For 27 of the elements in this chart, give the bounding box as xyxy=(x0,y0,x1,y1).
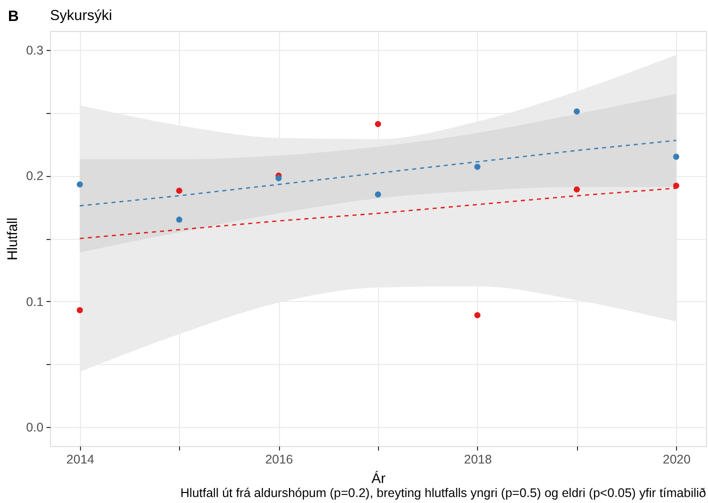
point xyxy=(673,154,680,160)
point xyxy=(76,307,83,314)
y-tick-label: 0.0 xyxy=(26,420,44,435)
x-tick-label: 2018 xyxy=(464,452,492,466)
point xyxy=(574,186,580,193)
x-tick-label: 2016 xyxy=(265,452,294,466)
point xyxy=(474,164,480,170)
y-tick-label: 0.3 xyxy=(26,43,44,58)
point xyxy=(374,120,382,128)
point xyxy=(374,191,382,198)
point xyxy=(76,181,83,188)
x-tick-label: 2014 xyxy=(66,452,94,466)
text: B xyxy=(8,8,19,25)
chart-title: Sykursýki xyxy=(50,8,112,24)
y-tick-label: 0.1 xyxy=(26,294,44,309)
x-tick-label: 2020 xyxy=(662,452,691,466)
point xyxy=(276,175,282,182)
point xyxy=(574,108,580,115)
point xyxy=(673,182,680,189)
point xyxy=(176,188,182,194)
y-axis-title: Hlutfall xyxy=(4,218,20,260)
y-tick-label: 0.2 xyxy=(26,169,44,184)
line-series xyxy=(79,140,677,206)
x-axis-title: Ár xyxy=(372,470,386,486)
point xyxy=(474,312,480,318)
text: Hlutfall út frá aldurshópum (p=0.2), breyting hlutfalls yngri (p=0.5) og eldri (p<0.05) yfir tímabilið xyxy=(180,486,706,500)
point xyxy=(176,216,182,223)
